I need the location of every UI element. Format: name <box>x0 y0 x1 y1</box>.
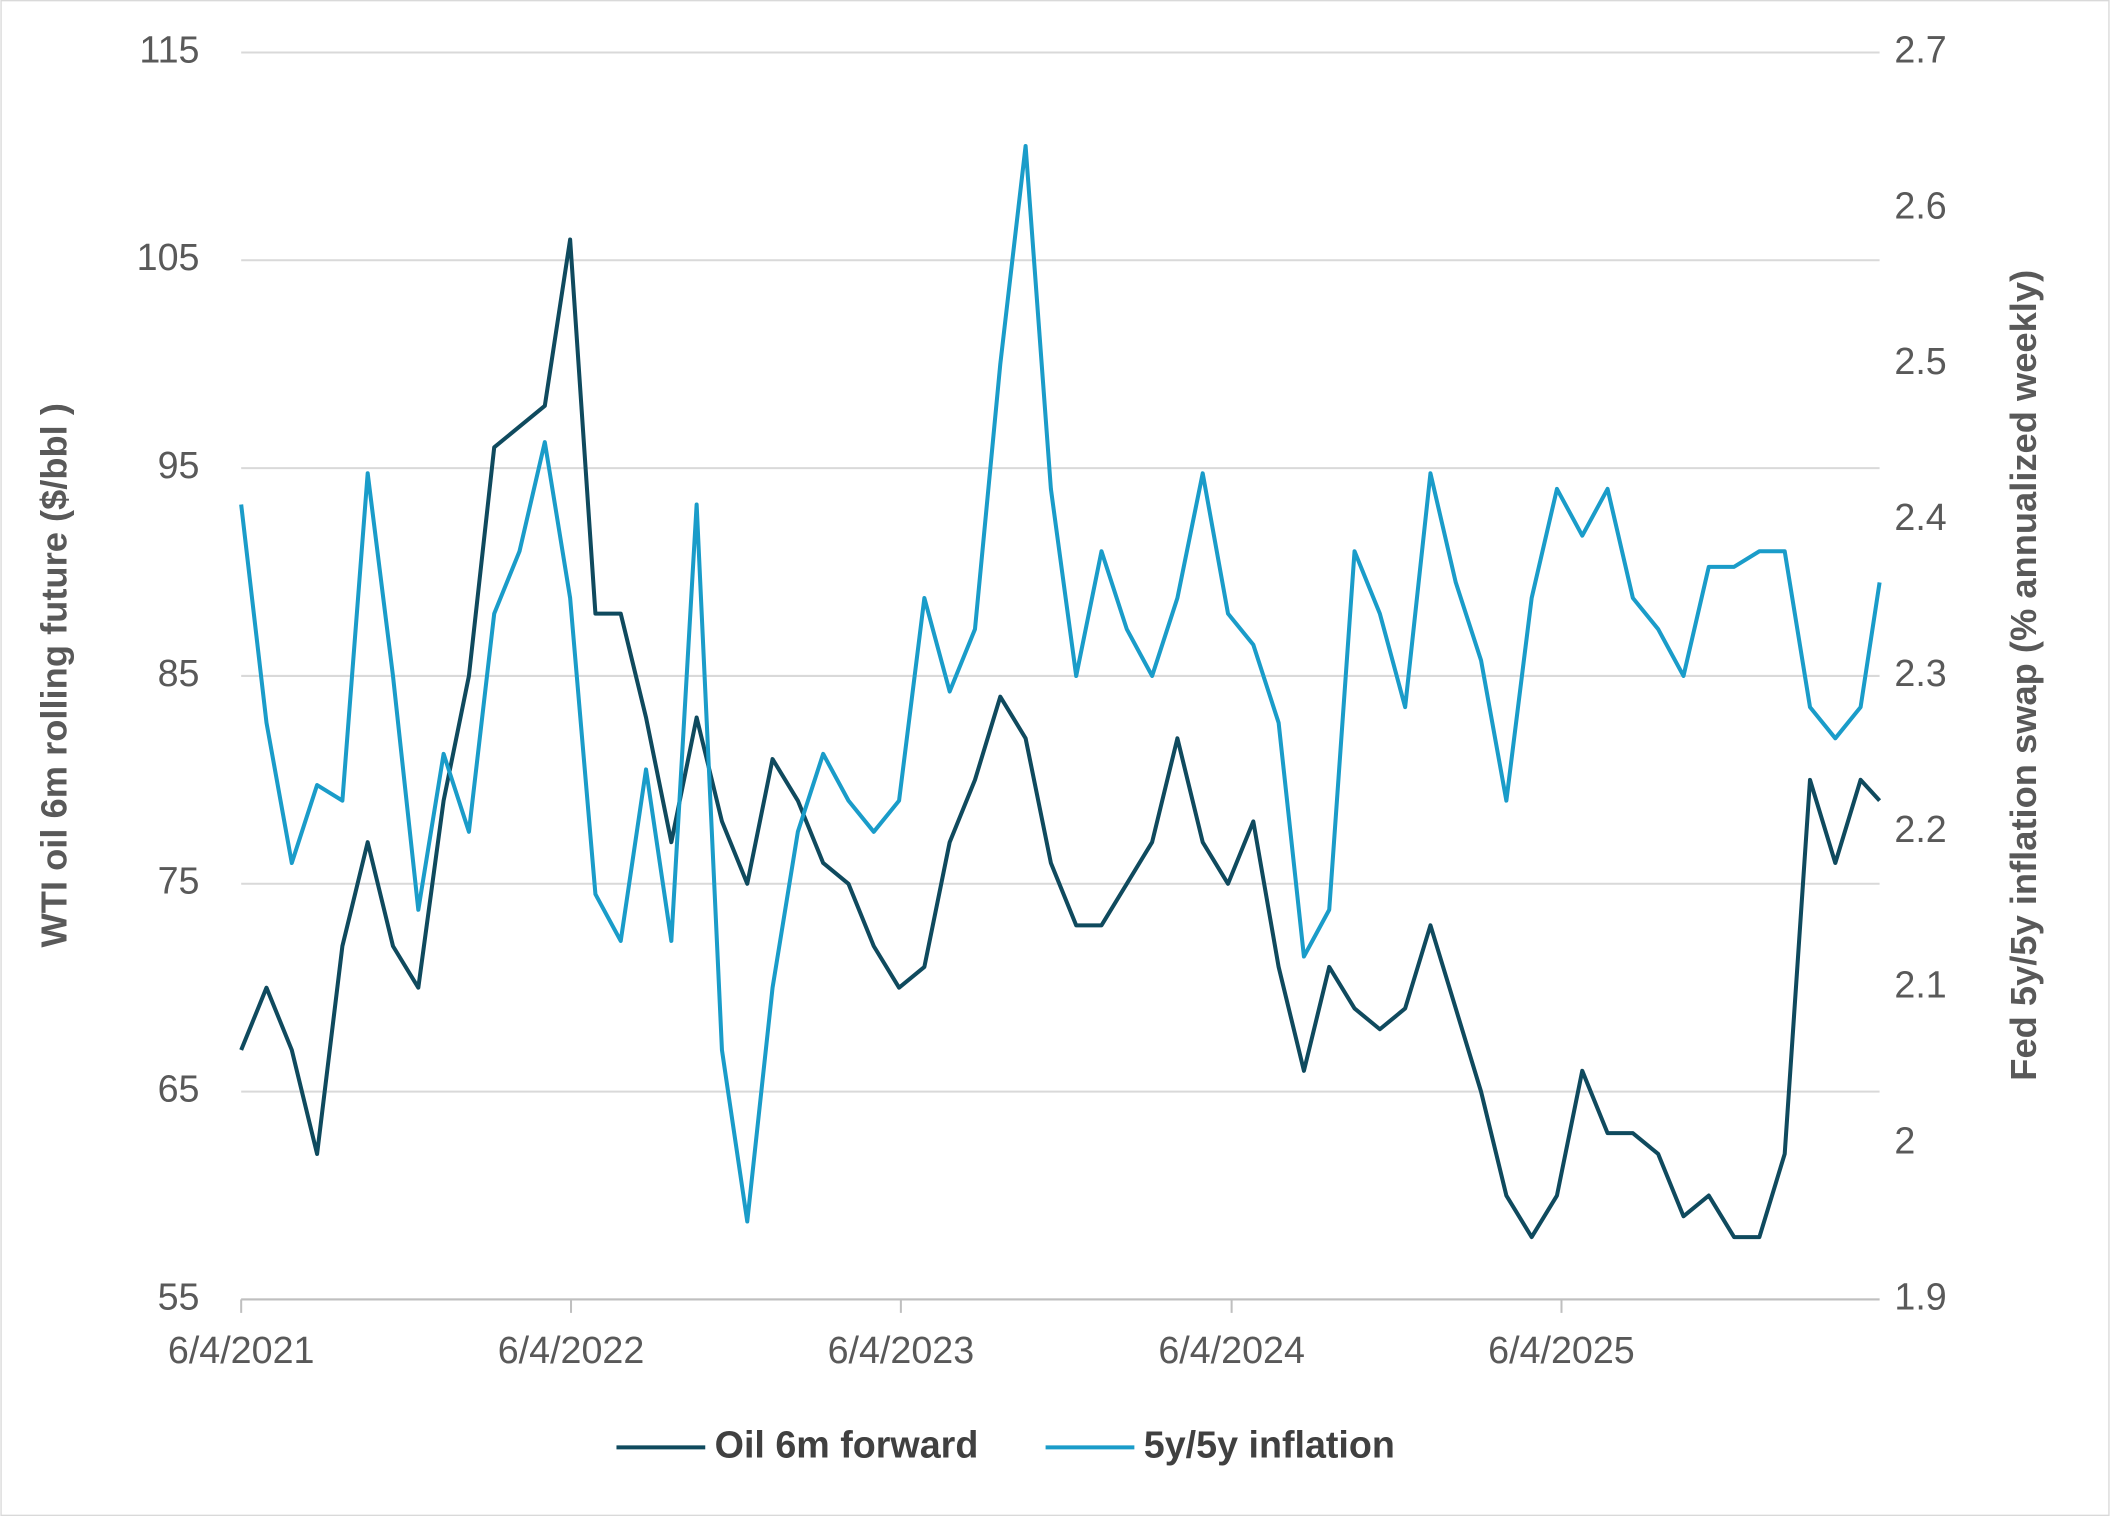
series-line <box>239 237 1882 1240</box>
legend-label: 5y/5y inflation <box>1144 1423 1395 1465</box>
y-tick-label: 55 <box>158 1275 200 1317</box>
y-tick-label: 105 <box>137 236 200 278</box>
legend-label: Oil 6m forward <box>715 1423 979 1465</box>
y2-axis-title: Fed 5y/5y inflation swap (% annualized w… <box>2003 270 2044 1081</box>
y2-tick-label: 2.5 <box>1894 340 1946 382</box>
y-tick-label: 85 <box>158 652 200 694</box>
y-tick-label: 115 <box>139 28 199 70</box>
x-tick-label: 6/4/2023 <box>828 1329 975 1371</box>
x-tick-label: 6/4/2021 <box>168 1329 315 1371</box>
x-tick-label: 6/4/2025 <box>1488 1329 1635 1371</box>
y2-tick-label: 2.1 <box>1894 964 1946 1006</box>
y2-tick-label: 2.4 <box>1894 496 1946 538</box>
y2-tick-label: 2.2 <box>1894 808 1946 850</box>
y2-tick-label: 2.6 <box>1894 184 1946 226</box>
y2-tick-label: 1.9 <box>1894 1275 1946 1317</box>
y2-tick-label: 2.3 <box>1894 652 1946 694</box>
y-tick-label: 75 <box>158 860 200 902</box>
x-tick-label: 6/4/2024 <box>1158 1329 1305 1371</box>
y-axis-title: WTI oil 6m rolling future ($/bbl ) <box>33 403 74 947</box>
y2-tick-label: 2 <box>1894 1120 1915 1162</box>
y-tick-label: 65 <box>158 1068 200 1110</box>
series-line <box>239 143 1882 1224</box>
y2-tick-label: 2.7 <box>1894 28 1946 70</box>
x-tick-label: 6/4/2022 <box>498 1329 645 1371</box>
y-tick-label: 95 <box>158 444 200 486</box>
